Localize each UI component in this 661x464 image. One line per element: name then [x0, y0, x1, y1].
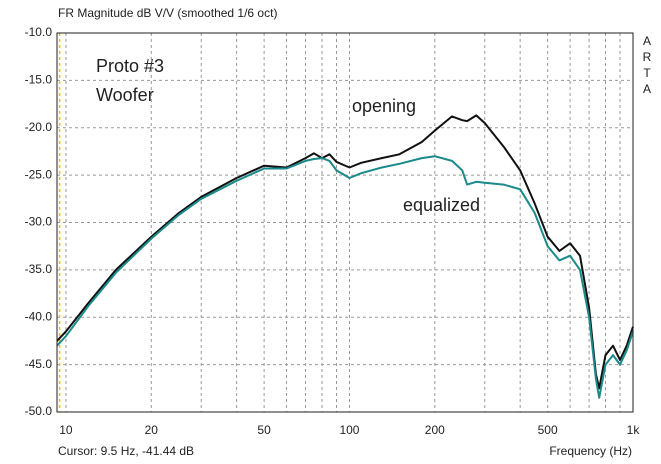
y-tick-label: -40.0	[25, 309, 53, 323]
series-line	[56, 155, 634, 399]
y-tick-label: -25.0	[25, 167, 53, 181]
watermark-letter: A	[643, 34, 651, 48]
x-tick-label: 50	[257, 423, 271, 437]
y-tick-label: -20.0	[25, 120, 53, 134]
x-tick-label: 500	[538, 423, 558, 437]
y-tick-label: -15.0	[25, 73, 53, 87]
annotation: opening	[352, 96, 416, 116]
x-axis-label: Frequency (Hz)	[549, 444, 632, 458]
y-tick-label: -45.0	[25, 357, 53, 371]
x-tick-label: 20	[145, 423, 159, 437]
y-tick-label: -30.0	[25, 215, 53, 229]
watermark-letter: A	[643, 82, 651, 96]
y-tick-label: -35.0	[25, 262, 53, 276]
plot-border	[56, 32, 634, 413]
annotation: Proto #3	[96, 56, 164, 76]
watermark-letter: R	[643, 50, 652, 64]
y-tick-label: -50.0	[25, 404, 53, 418]
x-tick-label: 100	[339, 423, 359, 437]
watermark-letter: T	[643, 66, 651, 80]
x-tick-label: 200	[425, 423, 445, 437]
y-tick-label: -10.0	[25, 25, 53, 39]
chart-title: FR Magnitude dB V/V (smoothed 1/6 oct)	[58, 6, 277, 20]
annotation: Woofer	[96, 85, 154, 105]
cursor-readout: Cursor: 9.5 Hz, -41.44 dB	[58, 444, 194, 458]
annotation: equalized	[403, 195, 480, 215]
x-tick-label: 10	[59, 423, 73, 437]
x-tick-label: 1k	[627, 423, 641, 437]
